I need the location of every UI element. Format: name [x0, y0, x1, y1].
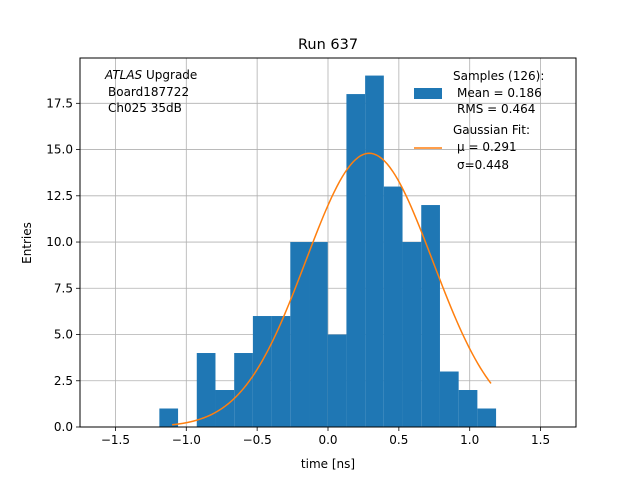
annotation-line-1: ATLAS Upgrade — [104, 68, 197, 82]
annotation-atlas: ATLAS — [104, 68, 143, 82]
legend-samples-swatch — [414, 88, 442, 99]
legend-samples-label: Samples (126): — [453, 69, 544, 83]
chart-title: Run 637 — [298, 37, 358, 53]
histogram-bar — [421, 205, 440, 427]
histogram-bar — [383, 186, 403, 427]
y-tick-label: 7.5 — [54, 281, 73, 295]
legend-mean-label: Mean = 0.186 — [457, 86, 542, 100]
y-axis-ticks: 0.0 2.5 5.0 7.5 10.0 12.5 15.0 17.5 — [46, 96, 80, 434]
y-tick-label: 15.0 — [46, 143, 73, 157]
histogram-bar — [196, 353, 216, 427]
histogram-bars — [159, 75, 497, 428]
histogram-bar — [477, 408, 497, 427]
x-tick-label: 1.5 — [531, 433, 550, 447]
histogram-bar — [327, 334, 347, 427]
y-tick-label: 17.5 — [46, 96, 73, 110]
histogram-bar — [402, 242, 422, 427]
x-tick-label: −1.0 — [172, 433, 201, 447]
legend-fit-label: Gaussian Fit: — [453, 123, 530, 137]
y-tick-label: 12.5 — [46, 189, 73, 203]
histogram-bar — [439, 371, 459, 427]
x-axis-label: time [ns] — [301, 457, 355, 471]
x-tick-label: 1.0 — [460, 433, 479, 447]
histogram-bar — [290, 242, 310, 427]
legend-mu-label: μ = 0.291 — [457, 140, 517, 154]
histogram-bar — [215, 390, 235, 427]
histogram-bar — [159, 408, 179, 427]
y-tick-label: 10.0 — [46, 235, 73, 249]
histogram-bar — [458, 390, 478, 427]
legend-rms-label: RMS = 0.464 — [457, 102, 535, 116]
x-tick-label: −1.5 — [101, 433, 130, 447]
legend: Samples (126): Mean = 0.186 RMS = 0.464 … — [414, 69, 544, 172]
x-axis-ticks: −1.5 −1.0 −0.5 0.0 0.5 1.0 1.5 — [101, 427, 550, 447]
annotation-text: ATLAS Upgrade Board187722 Ch025 35dB — [104, 68, 197, 115]
x-tick-label: −0.5 — [243, 433, 272, 447]
gaussian-fit-curve — [172, 152, 492, 426]
annotation-line-2: Board187722 — [108, 85, 189, 99]
histogram-bar — [309, 242, 328, 427]
y-tick-label: 5.0 — [54, 328, 73, 342]
histogram-bar — [252, 316, 272, 427]
histogram-bar — [234, 353, 253, 427]
y-tick-label: 2.5 — [54, 374, 73, 388]
annotation-line-3: Ch025 35dB — [108, 101, 182, 115]
histogram-bar — [271, 316, 291, 427]
histogram-bar — [346, 94, 366, 427]
x-tick-label: 0.0 — [318, 433, 337, 447]
annotation-upgrade: Upgrade — [142, 68, 197, 82]
histogram-bar — [365, 75, 384, 428]
x-tick-label: 0.5 — [389, 433, 408, 447]
legend-sigma-label: σ=0.448 — [457, 158, 509, 172]
gaussian-fit-layer — [172, 152, 492, 426]
y-axis-label: Entries — [20, 222, 34, 264]
y-tick-label: 0.0 — [54, 420, 73, 434]
